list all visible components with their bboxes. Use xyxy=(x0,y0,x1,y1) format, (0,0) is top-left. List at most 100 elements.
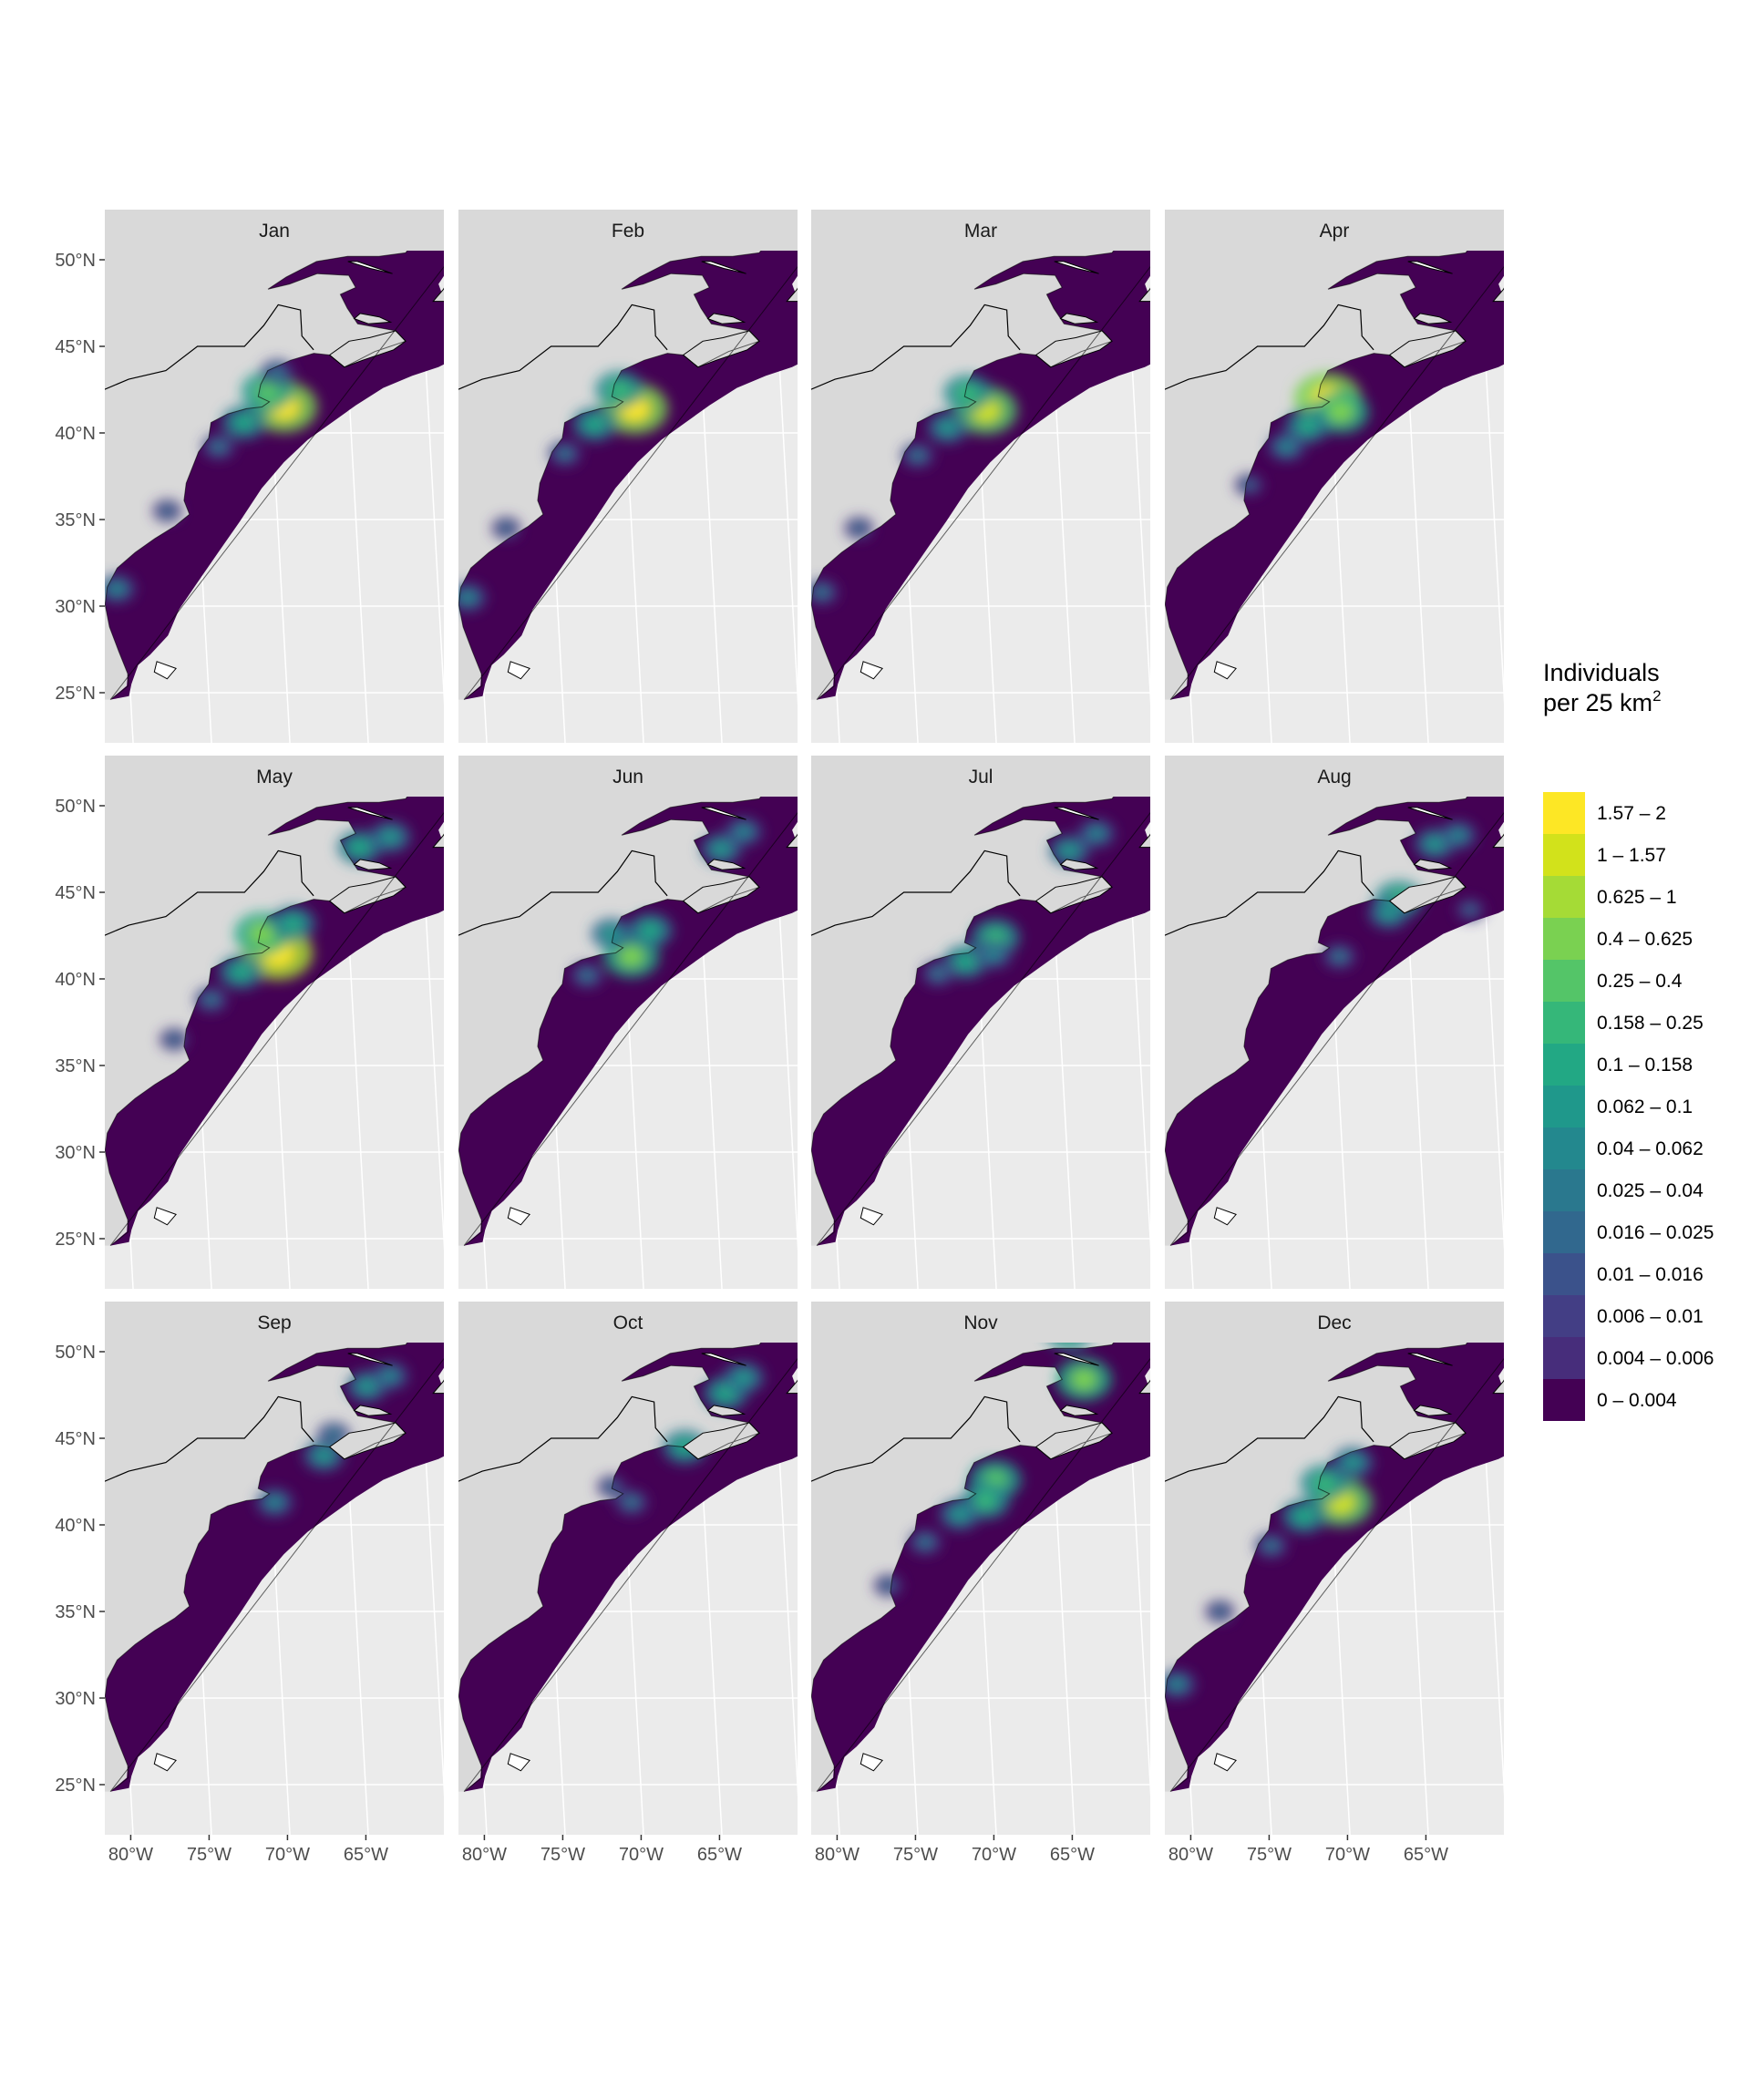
density-layer xyxy=(1234,372,1369,497)
legend-key-label: 0.158 – 0.25 xyxy=(1597,1013,1704,1034)
map-panel-nov: Nov 80°W 75°W 70°W 65°W xyxy=(811,1302,1150,1865)
map-area: 50°N 45°N 40°N 35°N 30°N 25°N xyxy=(55,797,444,1289)
land-mass xyxy=(1165,251,1467,700)
map-area: 50°N 45°N 40°N 35°N 30°N 25°N xyxy=(55,251,444,743)
map-area: 80°W 75°W 70°W 65°W xyxy=(1165,1343,1504,1865)
y-tick-label: 25°N xyxy=(55,1776,96,1796)
coastline xyxy=(811,1343,1150,1792)
density-layer xyxy=(1165,1446,1374,1699)
density-blob-core xyxy=(881,1580,896,1591)
country-border xyxy=(811,1395,1021,1482)
coastline xyxy=(458,251,798,700)
bahamas-coast xyxy=(860,661,883,680)
bahamas-coast xyxy=(1213,661,1237,680)
island xyxy=(1407,1353,1453,1366)
density-blob-core xyxy=(211,440,227,454)
density-blob-core xyxy=(160,505,175,517)
legend-key-label: 0.25 – 0.4 xyxy=(1597,971,1683,992)
map-panel-jul: Jul xyxy=(811,756,1150,1289)
coastline xyxy=(1165,1343,1504,1792)
island xyxy=(1054,1353,1099,1366)
legend-title-unit: per 25 km xyxy=(1543,689,1652,716)
legend-key-swatch xyxy=(1543,792,1585,834)
y-tick-label: 45°N xyxy=(55,883,96,903)
y-tick-label: 30°N xyxy=(55,1143,96,1163)
country-border xyxy=(1165,849,1374,936)
island xyxy=(1054,807,1099,820)
density-blob-core xyxy=(1168,1677,1186,1692)
legend-key-swatch xyxy=(1543,1169,1585,1211)
country-border xyxy=(1165,1395,1374,1482)
x-tick-label: 75°W xyxy=(187,1845,232,1865)
map-area xyxy=(811,251,1150,743)
density-blob-core xyxy=(325,1428,342,1442)
density-blob-core xyxy=(314,1447,334,1464)
density-blob-core xyxy=(734,1369,754,1386)
facet-label: Nov xyxy=(963,1312,998,1333)
land-mass xyxy=(811,797,1114,1246)
density-blob-core xyxy=(1379,905,1398,921)
bahamas-coast xyxy=(153,1207,177,1226)
legend-key-label: 0.625 – 1 xyxy=(1597,887,1677,908)
density-blob-core xyxy=(584,416,605,433)
facet-label: Apr xyxy=(1320,221,1350,242)
island xyxy=(1413,859,1453,870)
legend-key-swatch xyxy=(1543,1002,1585,1044)
study-area xyxy=(458,1343,798,1792)
land-mass xyxy=(811,251,1114,700)
coastline xyxy=(458,797,798,1246)
island xyxy=(347,1353,393,1366)
facet-strip xyxy=(458,1302,798,1343)
legend-key-label: 0.4 – 0.625 xyxy=(1597,929,1693,950)
density-blob-core xyxy=(579,969,595,983)
x-tick-label: 65°W xyxy=(697,1845,742,1865)
legend-title-superscript: 2 xyxy=(1652,687,1661,705)
facet-label: Dec xyxy=(1317,1312,1351,1333)
x-tick-label: 65°W xyxy=(344,1845,388,1865)
y-tick-label: 40°N xyxy=(55,970,96,990)
density-blob-core xyxy=(1463,903,1477,916)
facet-label: Jun xyxy=(612,767,643,788)
island xyxy=(786,833,798,849)
map-panel-sep: Sep 50°N 45°N 40°N 35°N 30°N 25°N 80°W 75°W 70°W 6… xyxy=(55,1302,444,1865)
map-panel-dec: Dec 80°W 75°W 70°W 65°W xyxy=(1165,1302,1504,1865)
legend-title-line1: Individuals xyxy=(1543,659,1660,686)
island xyxy=(1413,1405,1453,1416)
y-tick-label: 25°N xyxy=(55,684,96,704)
density-blob-core xyxy=(108,582,126,596)
coastline xyxy=(811,251,1150,700)
density-blob-core xyxy=(1293,1508,1315,1525)
island xyxy=(432,287,444,303)
study-area xyxy=(105,797,444,1246)
density-blob-core xyxy=(255,381,280,402)
legend-key-label: 0.062 – 0.1 xyxy=(1597,1096,1693,1117)
facet-label: May xyxy=(256,767,293,788)
y-tick-label: 50°N xyxy=(55,1343,96,1363)
density-blob-core xyxy=(984,947,1003,962)
density-blob-core xyxy=(938,419,957,436)
density-blob-core xyxy=(1328,401,1354,423)
y-tick-label: 40°N xyxy=(55,424,96,444)
bahamas-coast xyxy=(507,1207,530,1226)
legend-key-label: 0.004 – 0.006 xyxy=(1597,1348,1714,1369)
country-border xyxy=(458,1395,668,1482)
legend-key-label: 0.006 – 0.01 xyxy=(1597,1306,1704,1327)
density-blob-core xyxy=(623,1496,640,1509)
bahamas-coast xyxy=(860,1207,883,1226)
density-blob-core xyxy=(1071,1368,1097,1391)
density-blob-core xyxy=(711,840,731,858)
map-area xyxy=(1165,797,1504,1289)
bahamas-coast xyxy=(860,1753,883,1772)
density-blob-core xyxy=(381,1368,399,1384)
island xyxy=(1059,859,1099,870)
legend-key-swatch xyxy=(1543,1337,1585,1379)
bahamas-coast xyxy=(153,661,177,680)
density-blob-core xyxy=(233,414,254,431)
density-blob-core xyxy=(950,1507,970,1523)
island xyxy=(701,1353,746,1366)
y-tick-label: 30°N xyxy=(55,1689,96,1709)
y-tick-label: 50°N xyxy=(55,797,96,817)
density-blob-core xyxy=(910,448,926,462)
study-area xyxy=(811,1343,1150,1792)
